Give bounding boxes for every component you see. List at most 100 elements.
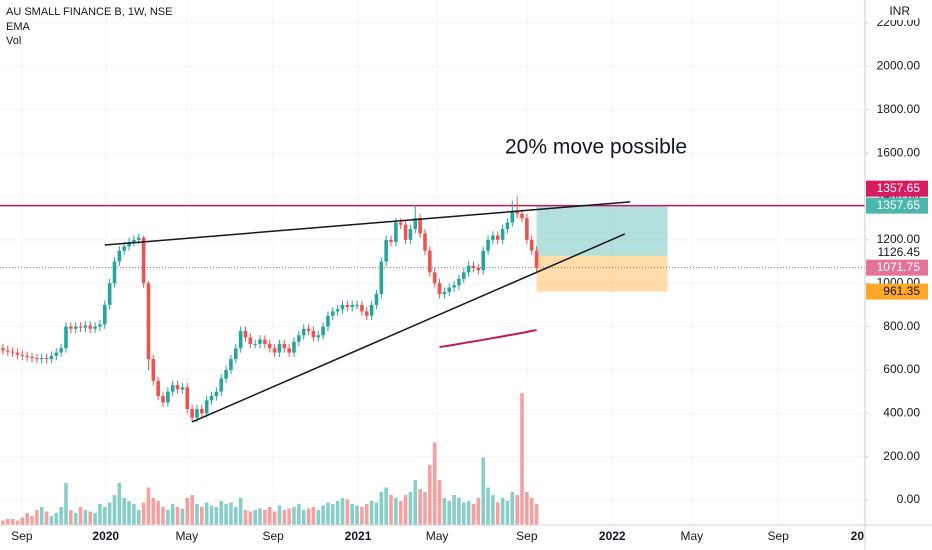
price-label-box <box>866 244 928 261</box>
price-label-box <box>866 283 928 300</box>
volume-bar <box>345 499 350 525</box>
candle-body <box>311 330 316 338</box>
candle-body <box>132 239 136 243</box>
trend-line <box>104 201 631 246</box>
candle-body <box>30 356 34 359</box>
candle-body <box>238 330 243 349</box>
volume-bar <box>136 510 141 525</box>
candle-body <box>35 358 39 360</box>
volume-bar <box>491 495 495 525</box>
candle-body <box>437 283 442 295</box>
volume-bar <box>141 502 146 525</box>
volume-bar <box>267 507 272 525</box>
candle-body <box>408 228 413 240</box>
candle-body <box>471 265 476 269</box>
y-tick-label: 2000.00 <box>877 59 921 73</box>
volume-bar <box>1 520 5 525</box>
volume-bar <box>287 508 291 525</box>
candle-body <box>25 355 29 357</box>
volume-bar <box>175 507 180 525</box>
volume-bar <box>112 495 117 525</box>
volume-bar <box>529 498 534 525</box>
candle-body <box>136 237 141 240</box>
candle-body <box>457 278 461 286</box>
candle-body <box>505 222 510 229</box>
candle-body <box>112 261 117 284</box>
candle-body <box>248 337 253 344</box>
candle-body <box>229 359 233 370</box>
volume-bar <box>233 507 238 525</box>
x-tick-label: May <box>175 529 198 543</box>
volume-bar <box>335 501 340 525</box>
volume-bar <box>117 483 122 525</box>
volume-bar <box>447 501 452 525</box>
candle-body <box>166 391 170 403</box>
candle-body <box>69 326 73 329</box>
candle-body <box>301 328 306 336</box>
volume-bar <box>461 502 466 525</box>
volume-bar <box>219 501 224 525</box>
candle-body <box>316 335 321 338</box>
volume-bar <box>321 505 325 525</box>
candle-body <box>185 387 190 409</box>
volume-bar <box>374 502 379 525</box>
volume-bar <box>229 502 233 525</box>
volume-bar <box>398 501 403 525</box>
x-tick-label: 2022 <box>599 529 626 543</box>
candle-body <box>350 304 355 308</box>
candle-body <box>345 304 350 308</box>
candle-body <box>267 343 272 349</box>
price-label-box <box>866 197 928 214</box>
candle-body <box>369 304 374 316</box>
price-label-box <box>866 259 928 276</box>
volume-bar <box>166 510 170 525</box>
candle-body <box>384 239 388 262</box>
volume-bar <box>292 507 296 525</box>
annotation: 20% move possible <box>505 136 687 159</box>
volume-bar <box>297 504 301 525</box>
candle-body <box>102 304 107 325</box>
candle-body <box>292 341 296 353</box>
volume-bar <box>306 508 311 525</box>
candle-body <box>49 355 54 360</box>
candle-body <box>394 222 398 243</box>
candle-body <box>175 385 180 390</box>
volume-bar <box>452 495 456 525</box>
candle-body <box>253 343 257 345</box>
trend-line <box>191 233 626 423</box>
candle-body <box>224 369 228 379</box>
candle-body <box>442 291 447 295</box>
candle-body <box>73 326 78 329</box>
ema-line <box>439 329 537 348</box>
volume-bar <box>282 510 287 525</box>
volume-bar <box>476 498 481 525</box>
currency: INR <box>889 4 910 18</box>
volume-bar <box>30 516 34 525</box>
volume-bar <box>98 504 102 525</box>
grid <box>0 0 865 525</box>
volume-bar <box>195 504 199 525</box>
volume-bar <box>500 498 505 525</box>
profit-zone <box>536 205 668 256</box>
volume-bar <box>263 510 267 525</box>
candle-body <box>432 272 437 284</box>
volume-bar <box>389 495 393 525</box>
candle-body <box>331 311 335 316</box>
candle-body <box>1 348 5 351</box>
volume-bar <box>214 507 219 525</box>
x-tick-label: Sep <box>11 529 33 543</box>
x-tick-label: Sep <box>767 529 789 543</box>
candle-body <box>418 218 422 234</box>
price-label: 1357.65 <box>877 198 921 212</box>
candle-body <box>287 348 291 353</box>
candle-body <box>141 237 146 284</box>
candle-body <box>78 326 83 328</box>
volume-bar <box>253 510 257 525</box>
volume-bar <box>331 504 335 525</box>
candle-body <box>195 408 199 418</box>
candle-body <box>520 213 524 219</box>
y-tick-label: 0.00 <box>897 492 921 506</box>
y-tick-label: 800.00 <box>883 319 920 333</box>
candle-body <box>403 224 408 240</box>
volume-bar <box>350 504 355 525</box>
